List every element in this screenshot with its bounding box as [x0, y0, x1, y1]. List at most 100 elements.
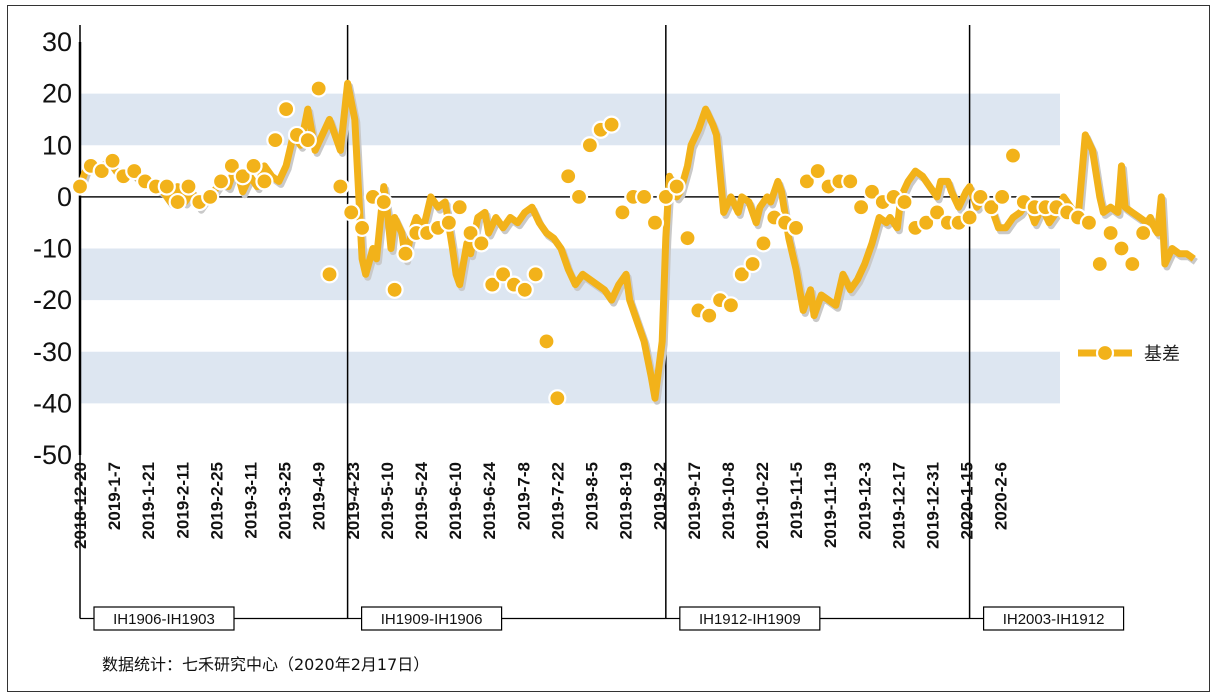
contract-label: IH2003-IH1912	[1003, 611, 1105, 628]
data-point	[645, 213, 665, 232]
y-tick-label: 20	[42, 79, 72, 109]
data-point	[266, 130, 285, 150]
x-tick-label: 2019-3-25	[276, 462, 295, 540]
data-point	[298, 130, 317, 150]
x-tick-label: 2019-1-7	[105, 462, 124, 530]
data-point	[92, 161, 111, 181]
data-point	[982, 198, 1001, 217]
data-point	[917, 213, 936, 232]
data-point	[635, 187, 654, 206]
background-band	[80, 351, 1060, 404]
legend-label: 基差	[1144, 344, 1180, 365]
data-point	[559, 167, 578, 186]
data-point	[493, 265, 513, 284]
y-tick-label: -20	[33, 285, 72, 315]
x-tick-label: 2018-12-20	[71, 462, 90, 549]
x-tick-label: 2019-6-24	[480, 461, 499, 539]
data-point	[450, 198, 469, 217]
x-tick-label: 2019-6-10	[446, 462, 465, 540]
x-tick-label: 2019-3-11	[242, 462, 261, 539]
data-point	[548, 389, 567, 408]
data-point	[1101, 223, 1120, 243]
data-point	[342, 203, 361, 222]
contract-label: IH1909-IH1906	[381, 611, 483, 628]
x-tick-label: 2019-5-10	[378, 462, 397, 540]
background-band	[80, 93, 1060, 146]
data-point	[396, 244, 415, 263]
data-point	[732, 265, 751, 284]
data-point	[244, 156, 263, 175]
data-point	[613, 203, 632, 222]
data-point	[808, 161, 827, 181]
data-point	[320, 265, 339, 284]
data-point	[971, 187, 990, 206]
x-tick-label: 2019-1-21	[139, 462, 158, 540]
y-tick-label: 0	[57, 182, 72, 212]
contract-label: IH1906-IH1903	[113, 611, 215, 628]
data-point	[678, 229, 697, 248]
series-markers	[70, 79, 1153, 408]
data-point	[374, 192, 393, 212]
data-point	[526, 265, 545, 284]
data-point	[125, 161, 144, 181]
data-point	[797, 172, 816, 191]
data-point	[580, 136, 599, 155]
data-point	[255, 172, 274, 191]
background-bands	[80, 93, 1060, 404]
contract-box	[93, 606, 235, 631]
data-point	[1003, 146, 1023, 165]
data-point	[895, 192, 914, 212]
x-tick-label: 2019-9-17	[685, 462, 704, 540]
data-point	[515, 280, 534, 299]
y-tick-label: 10	[42, 130, 72, 160]
footnote: 数据统计：七禾研究中心（2020年2月17日）	[102, 655, 429, 674]
data-point	[993, 187, 1012, 206]
data-point	[439, 213, 458, 232]
data-point	[862, 182, 882, 201]
x-tick-label: 2019-2-25	[207, 462, 226, 540]
contract-box	[679, 606, 821, 631]
x-tick-label: 2019-12-3	[855, 462, 874, 540]
data-point	[1134, 223, 1153, 243]
x-tick-label: 2019-8-19	[617, 462, 636, 540]
x-tick-label: 2019-7-8	[514, 462, 533, 530]
data-point	[70, 177, 90, 196]
x-tick-label: 2019-11-19	[821, 462, 840, 548]
data-point	[1112, 239, 1131, 258]
contract-label: IH1912-IH1909	[699, 611, 801, 628]
contract-box	[982, 606, 1125, 631]
x-tick-label: 2019-9-2	[651, 462, 670, 530]
series-line	[76, 79, 1196, 402]
data-point	[168, 192, 187, 212]
data-point	[841, 172, 860, 191]
data-point	[461, 223, 480, 243]
data-point	[179, 177, 198, 196]
data-point	[602, 115, 621, 134]
data-point	[927, 203, 947, 222]
x-tick-label: 2019-11-5	[787, 462, 806, 539]
data-point	[721, 296, 741, 315]
data-point	[222, 156, 241, 175]
data-point	[960, 208, 979, 227]
data-point	[201, 187, 220, 206]
data-point	[754, 234, 773, 253]
x-tick-label: 2020-2-6	[992, 462, 1011, 530]
x-tick-label: 2019-12-17	[889, 462, 908, 549]
data-point	[667, 177, 686, 196]
x-tick-label: 2019-4-23	[344, 462, 363, 540]
data-point	[331, 177, 350, 196]
data-point	[352, 218, 372, 237]
x-tick-label: 2019-12-31	[924, 462, 943, 549]
y-tick-label: -10	[33, 234, 72, 264]
x-tick-label: 2020-1-15	[958, 462, 977, 540]
data-point	[569, 187, 589, 206]
data-point	[103, 151, 122, 170]
x-tick-label: 2019-10-8	[719, 462, 738, 540]
data-point	[233, 167, 252, 186]
data-point	[537, 332, 556, 351]
data-point	[852, 198, 871, 217]
chart-frame	[7, 5, 1210, 692]
legend-marker	[1095, 343, 1115, 363]
x-tick-label: 2019-2-11	[173, 462, 192, 539]
